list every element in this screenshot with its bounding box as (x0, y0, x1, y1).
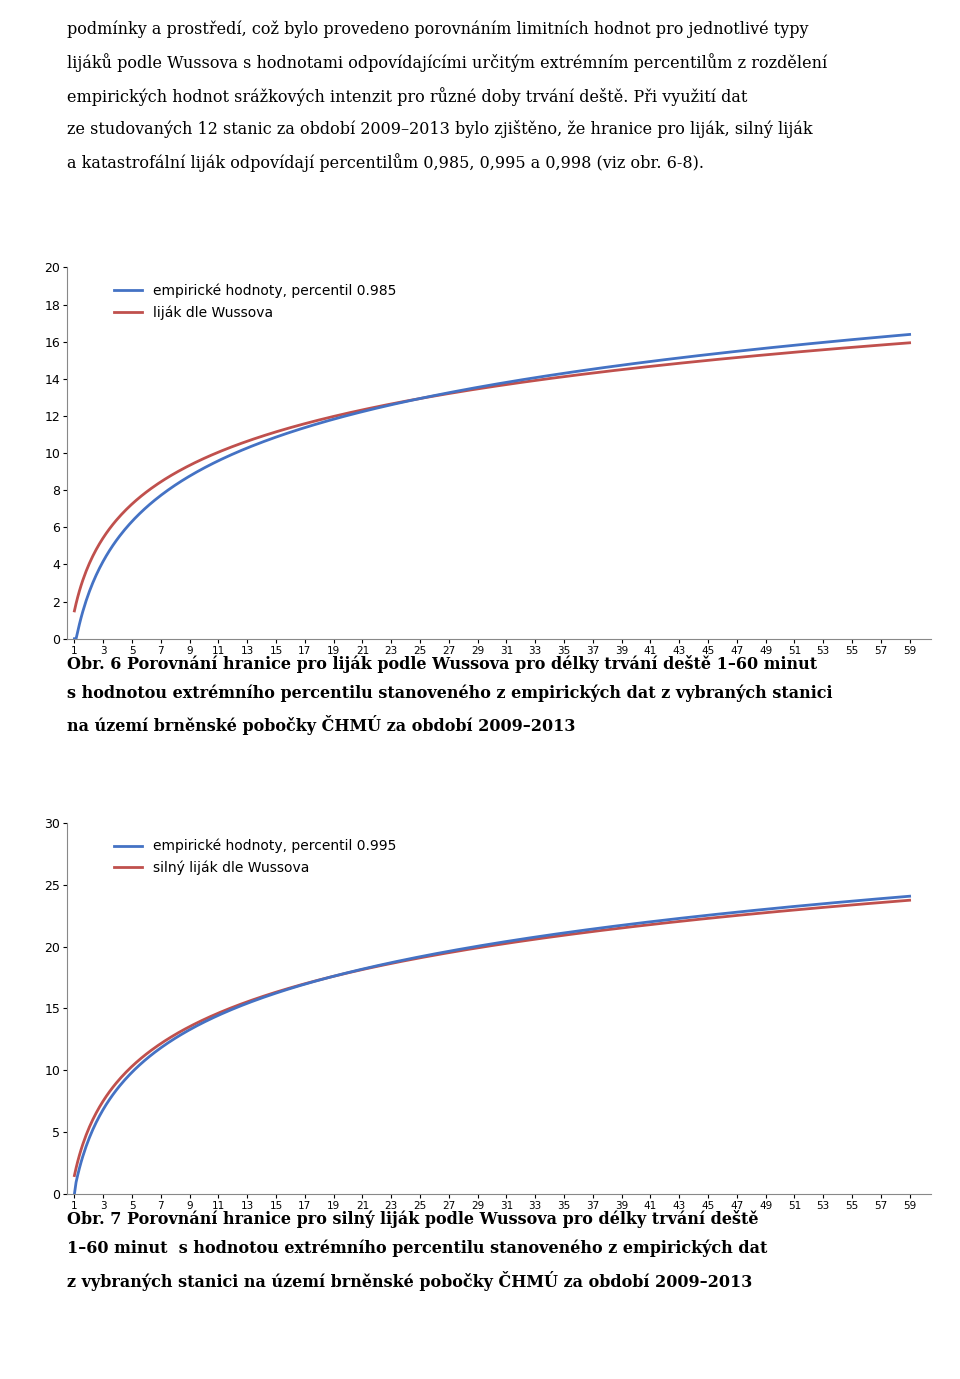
Legend: empirické hodnoty, percentil 0.995, silný liják dle Wussova: empirické hodnoty, percentil 0.995, siln… (108, 833, 402, 881)
Text: Obr. 7 Porovnání hranice pro silný liják podle Wussova pro délky trvání deště
1–: Obr. 7 Porovnání hranice pro silný liják… (67, 1211, 768, 1291)
Text: podmínky a prostředí, což bylo provedeno porovnáním limitních hodnot pro jednotl: podmínky a prostředí, což bylo provedeno… (67, 21, 828, 171)
Legend: empirické hodnoty, percentil 0.985, liják dle Wussova: empirické hodnoty, percentil 0.985, lijá… (108, 279, 402, 325)
Text: Obr. 6 Porovnání hranice pro liják podle Wussova pro délky trvání deště 1–60 min: Obr. 6 Porovnání hranice pro liják podle… (67, 655, 832, 735)
